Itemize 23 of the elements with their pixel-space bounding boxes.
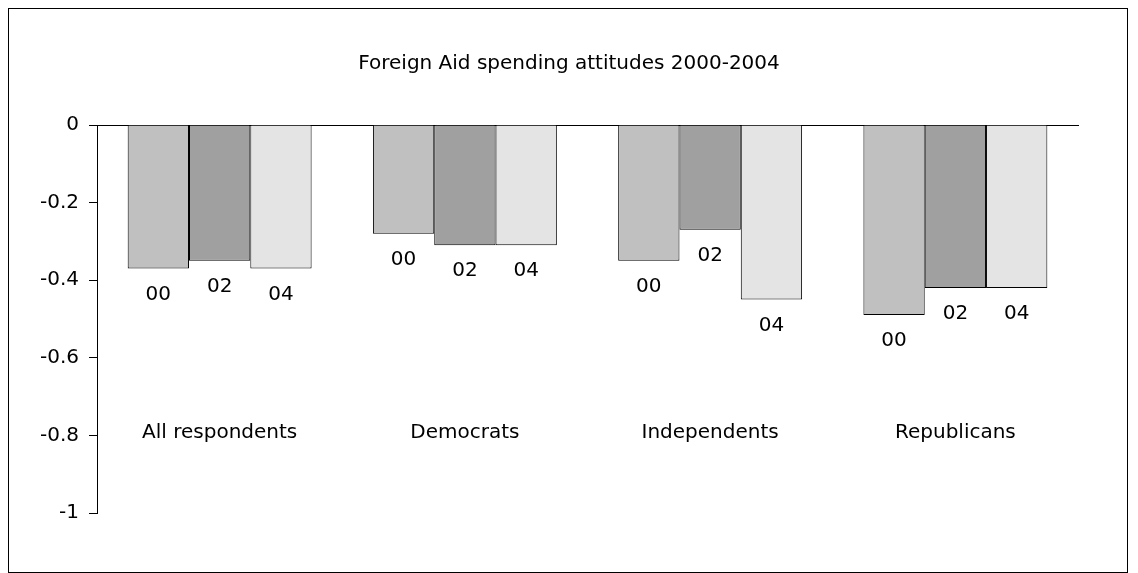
y-tick-label: -1 — [59, 499, 80, 524]
x-tick-label: Independents — [641, 419, 779, 444]
text: 02 — [942, 300, 969, 325]
y-tick-label: -0.2 — [39, 188, 80, 213]
text: 02 — [697, 241, 723, 266]
text: 04 — [513, 257, 539, 282]
x-tick-label: Republicans — [894, 419, 1016, 444]
series-label: 04 — [268, 280, 294, 305]
text: 00 — [881, 327, 907, 352]
series-label: 02 — [206, 273, 233, 297]
y-tick-label: -0.4 — [39, 266, 80, 291]
text: 02 — [452, 257, 478, 282]
y-tick-label: -0.8 — [39, 421, 80, 446]
x-tick-label: Democrats — [410, 419, 520, 444]
text: 00 — [390, 245, 417, 270]
y-tick-label: -0.6 — [39, 344, 80, 368]
x-tick-label: All respondents — [142, 419, 298, 444]
series-label: 00 — [145, 280, 172, 305]
text: 04 — [1003, 300, 1030, 325]
text: 00 — [636, 273, 662, 297]
text: 04 — [758, 311, 785, 336]
y-tick-label: 0 — [66, 111, 80, 136]
chart-title: Foreign Aid spending attitudes 2000-2004 — [357, 50, 781, 74]
